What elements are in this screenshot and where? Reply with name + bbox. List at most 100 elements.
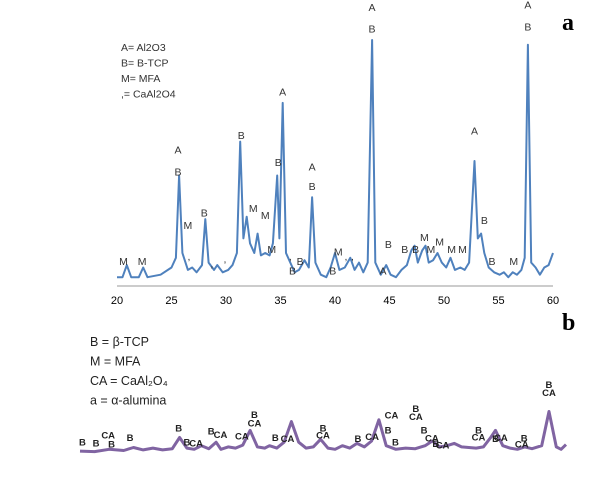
peak-label-b: B <box>475 425 482 436</box>
peak-label-b: CA <box>214 430 228 441</box>
peak-label-a: A <box>279 87 286 99</box>
peak-label-a: M <box>447 244 456 256</box>
peak-label-b: B <box>385 425 392 436</box>
peak-label-b: B <box>127 433 134 444</box>
peak-label-b: CA <box>472 432 486 443</box>
peak-label-b: B <box>392 438 399 449</box>
x-tick-label-a: 25 <box>165 295 177 307</box>
peak-label-a: B <box>481 215 488 227</box>
peak-label-b: B <box>208 427 215 438</box>
peak-label-a: M <box>427 244 436 256</box>
peak-label-a: B <box>297 256 304 268</box>
peak-label-b: B <box>183 438 190 449</box>
peak-label-b: CA <box>385 411 399 422</box>
peak-label-a: M <box>334 246 343 258</box>
x-tick-label-a: 60 <box>547 295 559 307</box>
peak-label-b: B <box>272 433 279 444</box>
peak-label-a: B <box>524 21 531 33</box>
peak-label-b: CA <box>248 418 262 429</box>
peak-label-b: CA <box>101 431 115 442</box>
peak-label-b: B <box>108 440 115 451</box>
legend-entry-b: M = MFA <box>90 355 141 369</box>
peak-label-a: , <box>289 251 292 263</box>
peak-label-a: M <box>183 220 192 232</box>
peak-label-a: M <box>138 256 147 268</box>
peak-label-b: B <box>412 404 419 415</box>
peak-label-b: CA <box>189 438 203 449</box>
legend-entry-b: a = α-alumina <box>90 394 166 408</box>
panel-label-b: b <box>562 310 575 336</box>
peak-label-b: CA <box>235 431 249 442</box>
peak-label-b: B <box>93 438 100 449</box>
legend-a: A= Al2O3 B= B-TCP M= MFA ,= CaAl2O4 <box>121 42 176 101</box>
panel-label-a: a <box>562 10 574 36</box>
peak-label-a: B <box>289 266 296 278</box>
x-tick-label-a: 30 <box>220 295 232 307</box>
x-tick-label-a: 20 <box>111 295 123 307</box>
peak-label-a: M <box>249 203 258 215</box>
peak-label-b: CA <box>281 434 295 445</box>
x-tick-label-a: 45 <box>383 295 395 307</box>
peak-label-b: B <box>546 380 553 391</box>
legend-entry-a: ,= CaAl2O4 <box>121 89 176 101</box>
peak-label-a: B <box>275 157 282 169</box>
peak-label-b: B <box>355 434 362 445</box>
peak-label-a: B <box>412 244 419 256</box>
peak-label-b: CA <box>436 441 450 452</box>
peak-label-a: B <box>488 256 495 268</box>
peak-label-b: B <box>432 439 439 450</box>
peak-label-a: M <box>458 244 467 256</box>
legend-entry-a: M= MFA <box>121 73 160 85</box>
peak-label-a: A <box>369 2 376 14</box>
peak-label-b: B <box>251 410 258 421</box>
peak-label-b: B <box>320 424 327 435</box>
x-tick-label-a: 40 <box>329 295 341 307</box>
peak-label-b: B <box>492 434 499 445</box>
diffraction-line-a <box>117 39 554 279</box>
peak-label-a: A <box>309 162 316 174</box>
peak-label-b: CA <box>365 432 379 443</box>
peak-label-b: B <box>79 438 86 449</box>
legend-entry-b: CA = CaAl₂O₄ <box>90 374 168 388</box>
peak-label-a: A <box>471 125 478 137</box>
peak-label-a: M <box>435 237 444 249</box>
diffraction-line-b <box>79 410 568 454</box>
peak-label-b: B <box>175 424 182 435</box>
peak-label-b: CA <box>425 434 439 445</box>
peak-label-a: B <box>175 167 182 179</box>
peak-label-b: B <box>421 425 428 436</box>
peak-label-a: , <box>187 251 190 263</box>
peak-label-a: , <box>351 251 354 263</box>
x-ticks-a: 20 25 30 35 40 45 50 55 60 <box>111 295 559 307</box>
peak-label-a: A <box>379 266 386 278</box>
peak-label-a: , <box>223 254 226 266</box>
peak-label-a: A <box>175 145 182 157</box>
panel-a: a A= Al2O3 B= B-TCP M= MFA ,= CaAl2O4 20 25 3… <box>111 0 574 307</box>
peak-label-b: CA <box>542 388 556 399</box>
peak-label-a: M <box>261 210 270 222</box>
peak-label-a: , <box>210 258 213 270</box>
peak-label-a: B <box>329 266 336 278</box>
peak-label-b: CA <box>515 440 529 451</box>
peak-label-a: B <box>385 239 392 251</box>
peak-label-a: M <box>509 256 518 268</box>
x-tick-label-a: 35 <box>274 295 286 307</box>
peak-label-a: B <box>238 130 245 142</box>
panel-b: b B = β-TCP M = MFA CA = CaAl₂O₄ a = α-alum… <box>79 310 575 454</box>
peak-label-a: M <box>119 256 128 268</box>
peak-label-b: CA <box>409 412 423 423</box>
peak-label-a: M <box>420 232 429 244</box>
legend-b: B = β-TCP M = MFA CA = CaAl₂O₄ a = α-alumin… <box>90 335 168 408</box>
peak-label-a: B <box>309 181 316 193</box>
peak-label-a: , <box>344 251 347 263</box>
peak-label-a: B <box>369 24 376 36</box>
legend-entry-a: A= Al2O3 <box>121 42 166 54</box>
legend-entry-a: B= B-TCP <box>121 58 169 70</box>
legend-entry-b: B = β-TCP <box>90 335 149 349</box>
peak-label-b: CA <box>494 433 508 444</box>
x-tick-label-a: 50 <box>438 295 450 307</box>
peak-label-a: B <box>401 244 408 256</box>
